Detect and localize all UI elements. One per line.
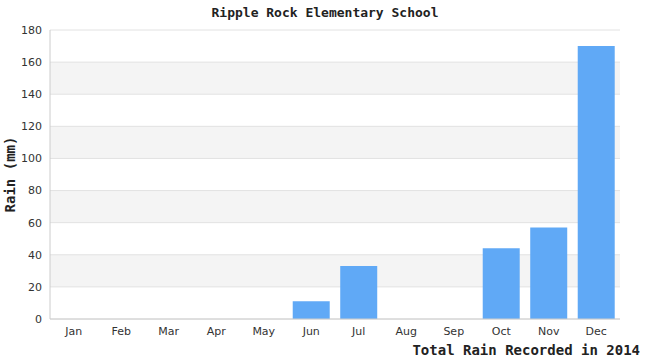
svg-text:0: 0	[35, 313, 42, 326]
svg-text:Aug: Aug	[396, 325, 417, 338]
svg-text:Rain (mm): Rain (mm)	[8, 137, 18, 213]
svg-text:20: 20	[28, 281, 42, 294]
svg-text:80: 80	[28, 184, 42, 197]
svg-text:40: 40	[28, 249, 42, 262]
svg-text:140: 140	[21, 88, 42, 101]
svg-text:Mar: Mar	[158, 325, 179, 338]
svg-text:May: May	[252, 325, 275, 338]
svg-text:120: 120	[21, 120, 42, 133]
svg-text:160: 160	[21, 56, 42, 69]
html-text:Ripple Rock Elementary School: Ripple Rock Elementary School	[211, 5, 439, 20]
svg-text:180: 180	[21, 24, 42, 37]
svg-text:Oct: Oct	[492, 325, 512, 338]
html-text:Total Rain Recorded in 2014: Total Rain Recorded in 2014	[412, 342, 640, 358]
svg-text:Jan: Jan	[64, 325, 82, 338]
svg-text:Nov: Nov	[538, 325, 560, 338]
svg-text:Dec: Dec	[586, 325, 607, 338]
svg-text:Jun: Jun	[302, 325, 320, 338]
svg-text:100: 100	[21, 152, 42, 165]
svg-text:60: 60	[28, 217, 42, 230]
svg-text:Jul: Jul	[351, 325, 365, 338]
svg-text:Sep: Sep	[443, 325, 464, 338]
svg-text:Feb: Feb	[112, 325, 131, 338]
svg-text:Apr: Apr	[207, 325, 227, 338]
